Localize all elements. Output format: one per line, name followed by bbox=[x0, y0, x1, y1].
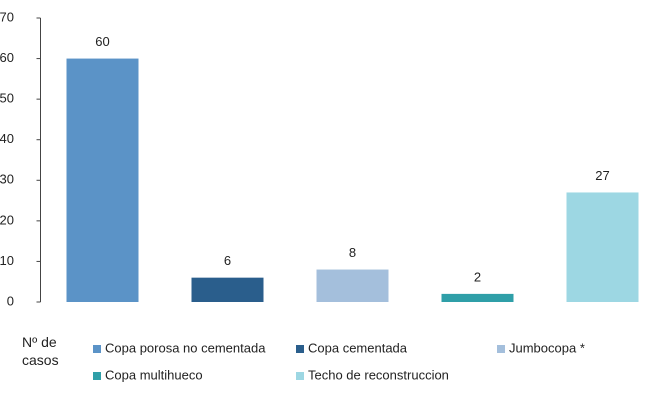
data-label: 2 bbox=[474, 269, 481, 284]
legend-label: Jumbocopa * bbox=[509, 340, 585, 355]
legend-swatch bbox=[296, 372, 304, 380]
y-tick-label: 30 bbox=[0, 172, 14, 187]
legend-swatch bbox=[296, 345, 304, 353]
bar bbox=[441, 293, 514, 302]
y-tick-label: 70 bbox=[0, 9, 14, 24]
y-axis-label: Nº de casos bbox=[22, 334, 59, 368]
legend-label: Copa cementada bbox=[308, 340, 408, 355]
legend-label: Techo de reconstruccion bbox=[308, 367, 449, 382]
bar bbox=[191, 277, 264, 302]
y-tick-label: 60 bbox=[0, 50, 14, 65]
bar bbox=[66, 58, 139, 303]
data-label: 27 bbox=[595, 168, 609, 183]
data-label: 60 bbox=[95, 34, 109, 49]
y-tick-label: 50 bbox=[0, 91, 14, 106]
y-tick-label: 20 bbox=[0, 212, 14, 227]
data-label: 6 bbox=[224, 253, 231, 268]
legend-label: Copa porosa no cementada bbox=[105, 340, 266, 355]
legend-swatch bbox=[497, 345, 505, 353]
legend-swatch bbox=[93, 345, 101, 353]
legend-swatch bbox=[93, 372, 101, 380]
y-tick-label: 40 bbox=[0, 131, 14, 146]
bar bbox=[316, 269, 389, 302]
bar bbox=[566, 192, 639, 302]
data-label: 8 bbox=[349, 245, 356, 260]
y-tick-label: 0 bbox=[7, 293, 14, 308]
legend-label: Copa multihueco bbox=[105, 367, 203, 382]
y-tick-label: 10 bbox=[0, 253, 14, 268]
